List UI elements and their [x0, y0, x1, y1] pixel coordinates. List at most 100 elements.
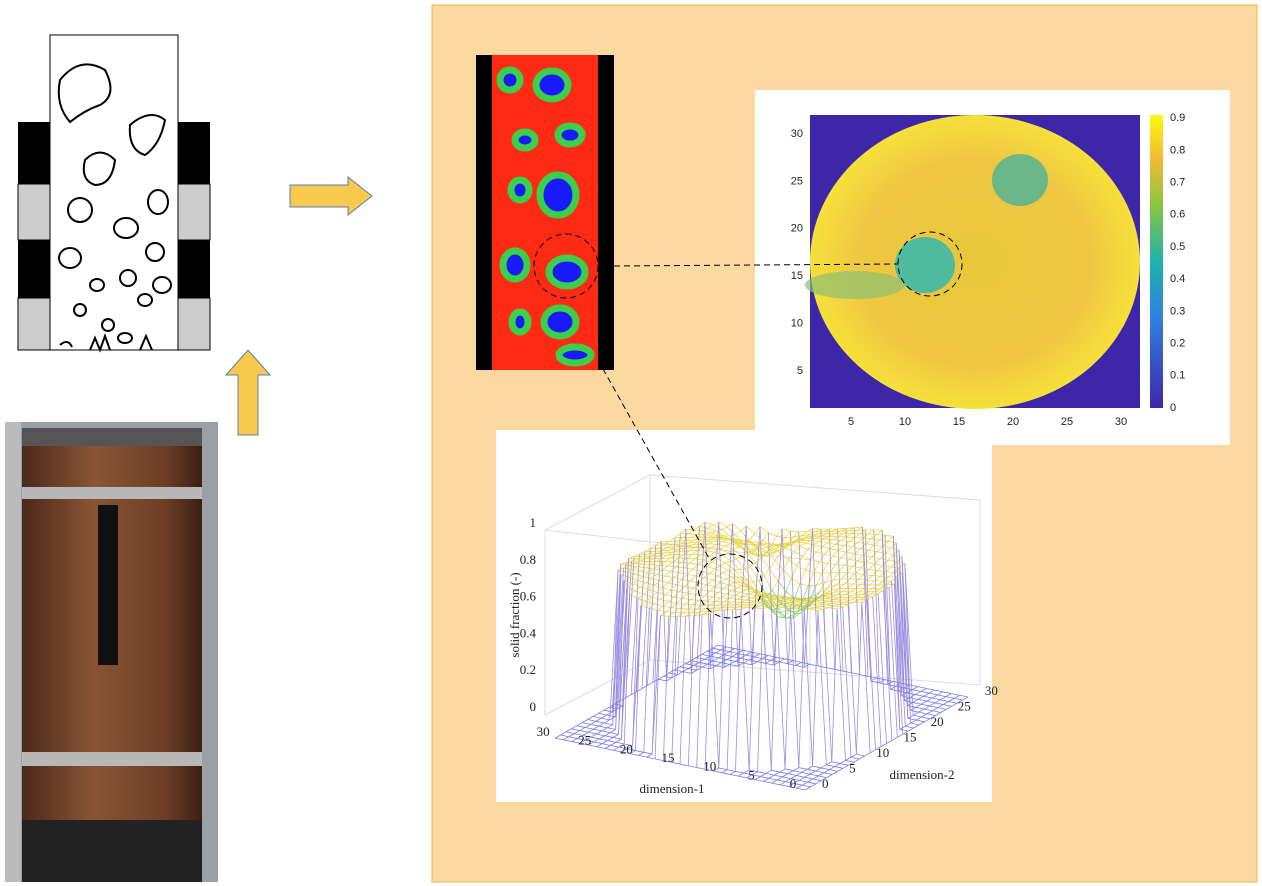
mesh-line: [885, 553, 894, 556]
z-tick-label: 0.4: [520, 625, 537, 640]
mesh-line: [776, 776, 783, 781]
mesh-line: [710, 521, 720, 669]
y-axis-label: dimension-2: [890, 767, 955, 782]
mesh-line: [693, 665, 703, 668]
mesh-line: [704, 768, 714, 772]
mesh-line: [571, 741, 581, 744]
mesh-line: [787, 770, 794, 775]
hole: [992, 154, 1048, 206]
mesh-line: [735, 770, 744, 774]
mesh-line: [713, 538, 720, 542]
mesh-line: [676, 612, 683, 617]
mesh-line: [632, 583, 641, 588]
mesh-line: [680, 547, 687, 552]
mesh-line: [746, 774, 753, 779]
mesh-line: [673, 572, 680, 579]
mesh-line: [848, 537, 855, 542]
mesh-line: [738, 772, 744, 777]
mesh-line: [657, 609, 666, 613]
mesh-line: [746, 551, 756, 556]
mesh-line: [626, 586, 636, 592]
mesh-line: [871, 570, 878, 576]
mesh-line: [857, 537, 864, 543]
y-tick-label: 15: [903, 729, 916, 744]
mesh-line: [687, 573, 696, 577]
mesh-line: [626, 569, 633, 573]
mesh-line: [846, 572, 856, 574]
mesh-line: [690, 526, 700, 674]
mesh-line: [706, 584, 716, 588]
mesh-line: [659, 594, 666, 600]
mesh-line: [688, 539, 695, 544]
mesh-line: [854, 548, 861, 554]
mesh-line: [962, 696, 969, 701]
mesh-line: [748, 539, 758, 549]
mesh-line: [620, 564, 630, 567]
mesh-line: [574, 733, 583, 736]
mesh-line: [793, 546, 800, 553]
mesh-line: [604, 719, 610, 724]
mesh-line: [718, 601, 725, 606]
mesh-line: [837, 545, 844, 551]
mesh-line: [640, 604, 650, 609]
mesh-line: [853, 527, 861, 675]
mesh-line: [685, 615, 694, 617]
mesh-line: [809, 608, 819, 612]
mesh-line: [799, 776, 805, 781]
mesh-line: [622, 558, 629, 706]
column-sketch: [17, 34, 211, 353]
mesh-line: [875, 746, 882, 751]
mesh-line: [714, 565, 721, 570]
mesh-line: [934, 702, 944, 705]
mesh-line: [940, 696, 947, 701]
mesh-line: [848, 761, 855, 766]
mesh-line: [646, 600, 655, 605]
mesh-line: [604, 732, 611, 737]
mesh-line: [796, 772, 802, 776]
mesh-line: [806, 765, 813, 770]
mesh-line: [666, 677, 673, 682]
mesh-line: [715, 597, 722, 602]
mesh-line: [884, 535, 891, 690]
highlight: [697, 553, 763, 619]
mesh-line: [579, 739, 586, 744]
mesh-line: [664, 551, 673, 554]
mesh-line: [737, 587, 746, 591]
mesh-line: [737, 649, 744, 654]
mesh-line: [834, 763, 841, 767]
mesh-line: [712, 579, 721, 583]
mesh-line: [783, 616, 792, 619]
mesh-line: [729, 660, 736, 665]
mesh-line: [793, 535, 802, 538]
mesh-line: [656, 558, 663, 562]
mesh-line: [907, 717, 917, 721]
mesh-line: [601, 730, 611, 734]
mesh-line: [717, 575, 727, 580]
mesh-line: [783, 610, 790, 618]
mesh-line: [885, 571, 895, 573]
mesh-line: [685, 536, 692, 541]
mesh-line: [708, 535, 714, 538]
x-tick-label: 5: [848, 416, 854, 428]
mesh-line: [918, 698, 927, 702]
mesh-line: [750, 562, 756, 568]
mesh-line: [723, 651, 730, 656]
mesh-line: [929, 705, 938, 709]
mesh-line: [775, 604, 782, 613]
mesh-line: [926, 713, 936, 716]
mesh-line: [877, 580, 884, 586]
mesh-line: [937, 691, 944, 696]
mesh-line: [650, 544, 656, 549]
mesh-line: [598, 725, 608, 729]
mesh-line: [886, 583, 895, 586]
mesh-line: [940, 709, 947, 713]
mesh-line: [709, 572, 718, 577]
mesh-line: [912, 702, 922, 705]
mesh-line: [668, 596, 675, 602]
mesh-line: [637, 563, 643, 568]
mesh-line: [726, 593, 735, 596]
mesh-line: [729, 648, 735, 653]
mesh-line: [609, 729, 616, 733]
mesh-line: [860, 562, 867, 569]
mesh-line: [722, 539, 728, 542]
